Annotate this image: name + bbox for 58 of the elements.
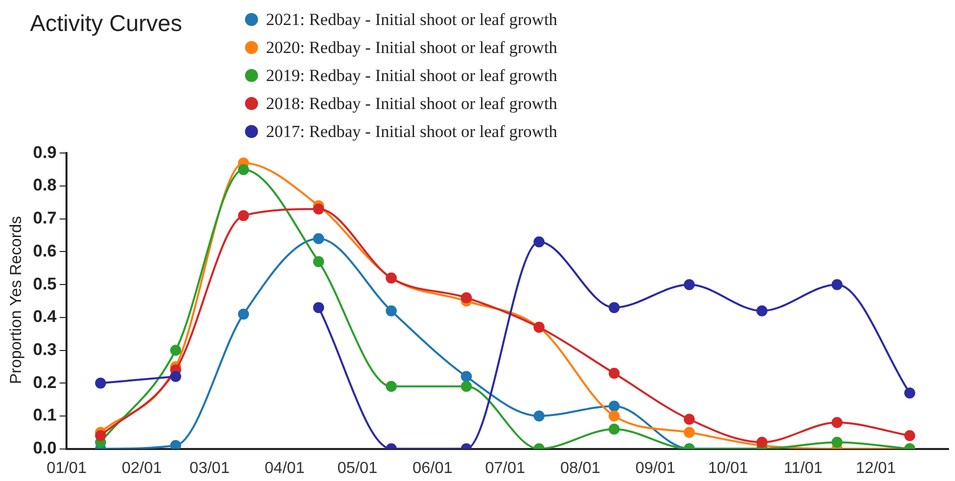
legend-label: 2017: Redbay - Initial shoot or leaf growth <box>266 122 558 141</box>
y-tick-label: 0.2 <box>32 372 57 392</box>
legend-label: 2021: Redbay - Initial shoot or leaf growth <box>266 10 558 29</box>
point <box>756 436 768 448</box>
y-tick-label: 0.0 <box>32 438 57 458</box>
y-axis-title: Proportion Yes Records <box>8 216 26 384</box>
point <box>238 210 249 222</box>
point <box>238 164 249 176</box>
x-tick-label: 08/01 <box>560 460 600 477</box>
point <box>534 410 545 422</box>
point <box>684 414 695 425</box>
legend-label: 2018: Redbay - Initial shoot or leaf growth <box>266 94 558 113</box>
point <box>608 400 620 412</box>
y-tick-label: 0.4 <box>32 307 58 326</box>
point <box>534 236 545 248</box>
x-tick-label: 10/01 <box>708 460 748 477</box>
point <box>684 426 695 438</box>
legend-label: 2019: Redbay - Initial shoot or leaf growth <box>266 66 558 85</box>
point <box>460 380 472 392</box>
point <box>608 424 620 435</box>
y-tick-label: 0.6 <box>32 241 57 260</box>
point <box>608 302 620 314</box>
x-tick-label: 01/01 <box>46 460 87 477</box>
x-tick-label: 05/01 <box>337 460 378 477</box>
point <box>386 305 397 316</box>
point <box>313 302 324 314</box>
point <box>460 371 472 382</box>
y-tick-label: 0.9 <box>32 142 57 162</box>
x-tick-label: 09/01 <box>635 460 676 477</box>
point <box>238 308 249 320</box>
x-tick-label: 12/01 <box>856 460 896 477</box>
x-tick-label: 04/01 <box>264 460 305 477</box>
y-tick-label: 0.3 <box>32 340 57 359</box>
chart-title: Activity Curves <box>30 10 182 37</box>
x-tick-label: 07/01 <box>485 460 526 477</box>
point <box>313 204 324 215</box>
point <box>904 430 916 442</box>
point <box>386 380 397 392</box>
x-tick-label: 11/01 <box>784 460 823 477</box>
x-tick-label: 02/01 <box>122 460 162 477</box>
x-tick-label: 03/01 <box>190 460 230 477</box>
point <box>608 410 620 422</box>
point <box>608 368 620 379</box>
point <box>832 279 843 290</box>
x-tick-label: 06/01 <box>412 460 453 477</box>
y-tick-label: 0.8 <box>32 176 57 195</box>
point <box>904 387 916 398</box>
point <box>756 305 768 316</box>
point <box>313 233 324 244</box>
point <box>460 292 472 304</box>
point <box>832 417 843 428</box>
point <box>684 279 695 290</box>
legend-label: 2020: Redbay - Initial shoot or leaf growth <box>266 38 558 57</box>
y-tick-label: 0.7 <box>32 208 57 228</box>
point <box>313 256 324 268</box>
y-tick-label: 0.1 <box>32 406 57 425</box>
point <box>832 436 843 448</box>
y-tick-label: 0.5 <box>32 274 57 294</box>
